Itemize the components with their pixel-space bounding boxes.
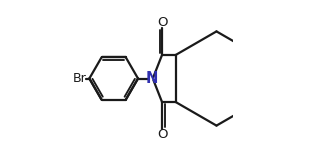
Text: N: N: [145, 71, 158, 86]
Text: O: O: [157, 16, 167, 29]
Text: Br: Br: [73, 72, 87, 85]
Text: O: O: [157, 128, 167, 141]
